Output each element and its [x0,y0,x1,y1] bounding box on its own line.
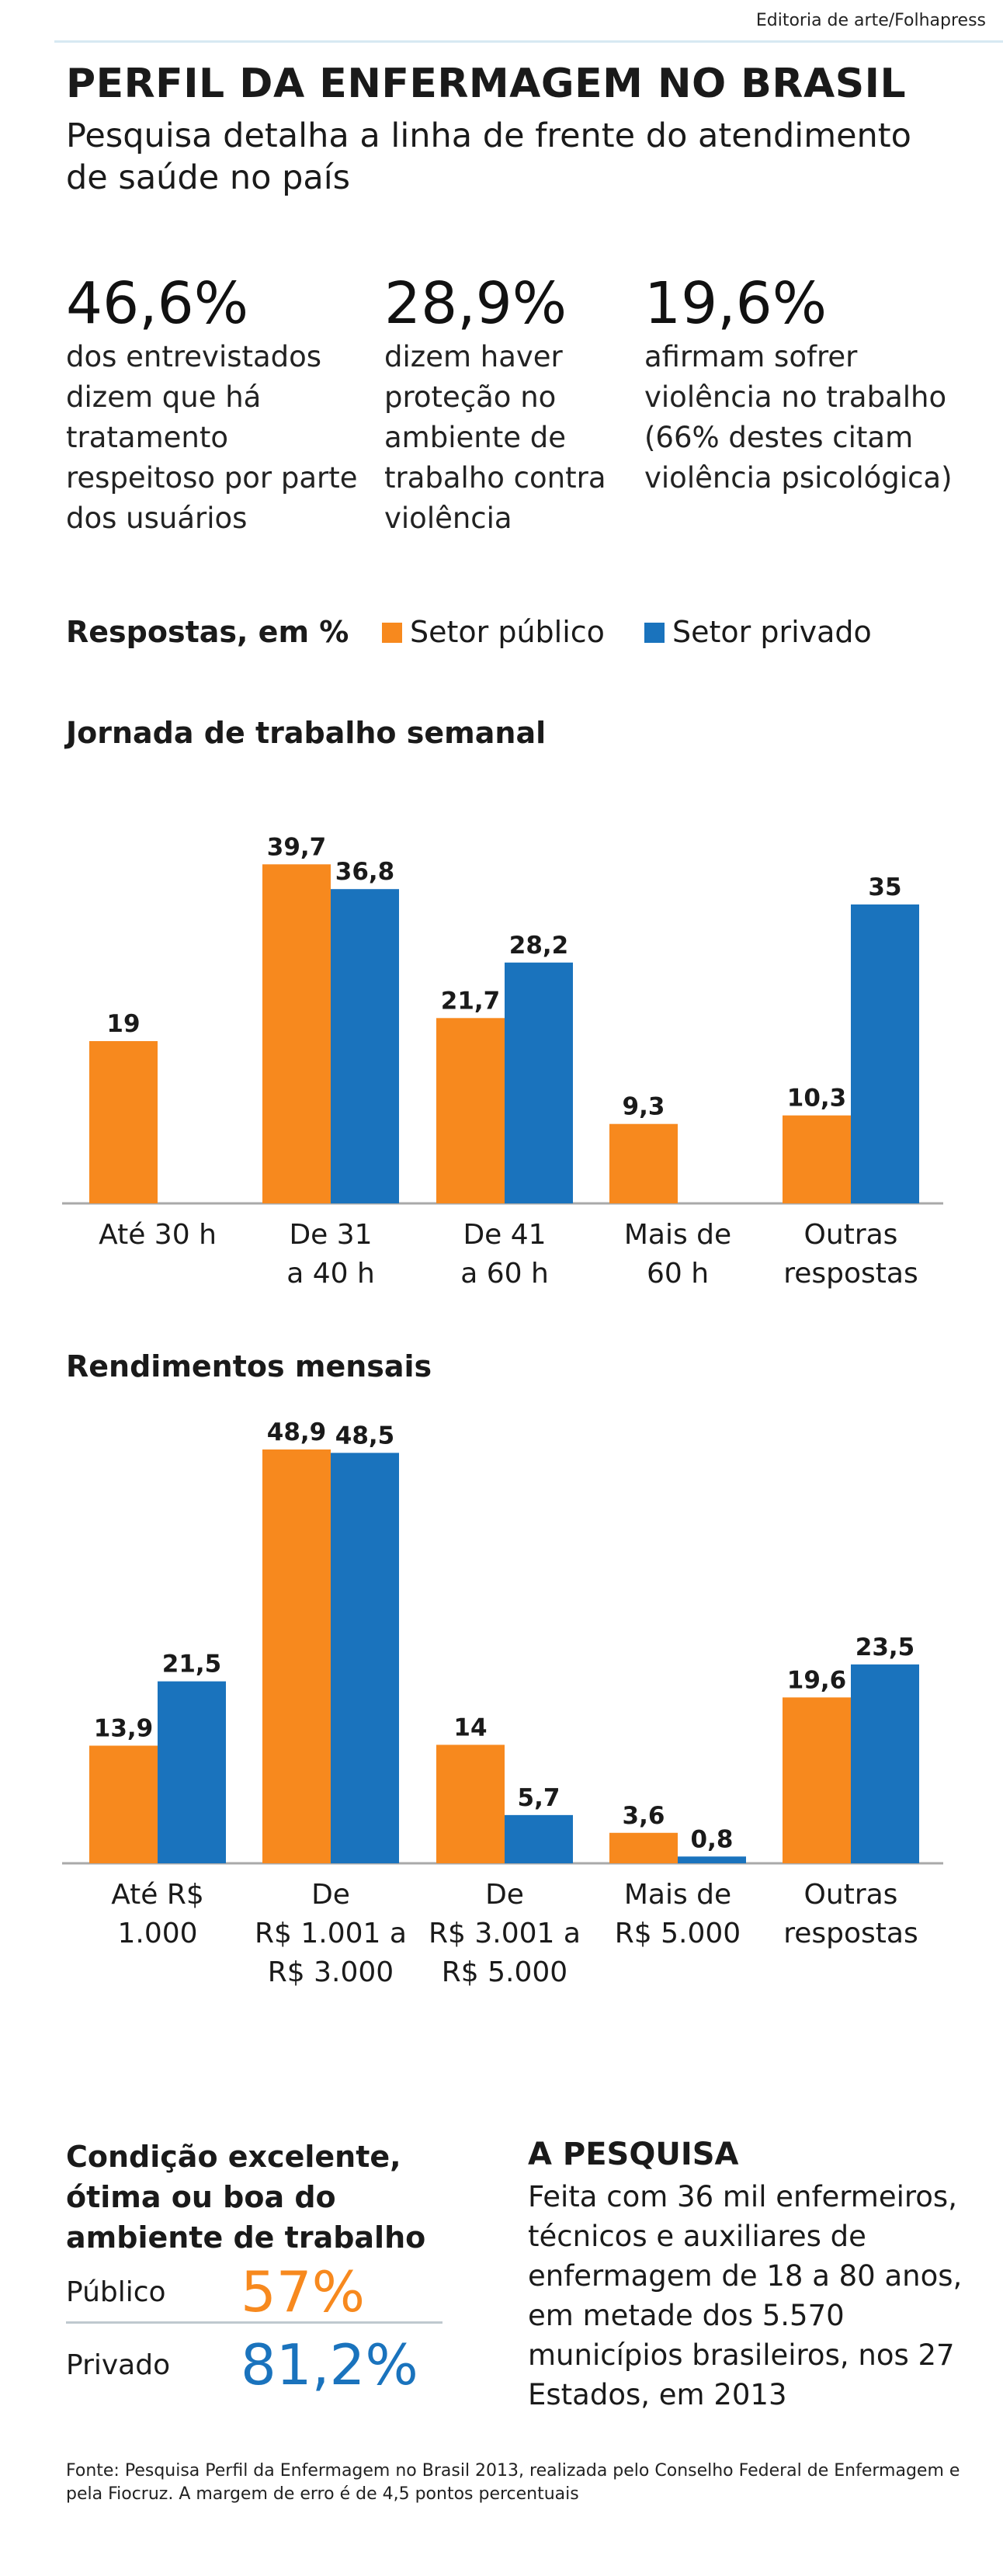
bar-privado [331,889,399,1203]
category-label: Outras [804,1879,898,1911]
category-label: Até 30 h [99,1219,217,1251]
condicao-privado-value: 81,2% [241,2332,418,2397]
category-label: a 40 h [286,1258,375,1290]
condicao-privado-label: Privado [66,2349,171,2381]
data-label: 5,7 [518,1784,560,1812]
condicao-divider [66,2321,442,2324]
data-label: 23,5 [856,1633,915,1661]
data-label: 35 [868,873,901,901]
condicao-title-line: ótima ou boa do [66,2180,336,2214]
data-label: 19 [106,1010,140,1038]
data-label: 21,7 [441,987,501,1015]
category-label: a 60 h [460,1258,549,1290]
category-label: respostas [783,1258,918,1290]
data-label: 14 [453,1713,487,1741]
stat-2-value: 28,9% [384,270,567,337]
category-label: R$ 3.000 [268,1956,394,1988]
category-label: Outras [804,1219,898,1251]
bar-publico [436,1018,505,1203]
data-label: 48,9 [267,1418,327,1446]
bar-publico [89,1745,158,1863]
stat-3-value: 19,6% [644,270,828,337]
condicao-title: Condição excelente, ótima ou boa do ambi… [66,2137,425,2258]
bar-publico [89,1041,158,1203]
chart-2-title: Rendimentos mensais [66,1349,432,1383]
category-label: De 41 [463,1219,546,1251]
bar-privado [158,1681,226,1863]
data-label: 48,5 [335,1422,395,1449]
legend-label: Respostas, em % [66,615,349,649]
bar-publico [783,1697,851,1863]
bar-publico [436,1745,505,1863]
bar-privado [505,1814,573,1863]
credit: Editoria de arte/Folhapress [755,11,986,30]
stat-3: 19,6% afirmam sofrer violência no trabal… [644,270,955,498]
bar-publico [262,864,331,1203]
category-label: R$ 3.001 a [429,1918,581,1949]
category-label: 1.000 [117,1918,197,1949]
bar-privado [678,1856,746,1863]
stat-1-text: dos entrevistados dizem que há tratament… [66,340,358,535]
page-title: PERFIL DA ENFERMAGEM NO BRASIL [66,61,907,107]
bar-publico [783,1115,851,1203]
condicao-publico-label: Público [66,2276,166,2308]
category-label: Mais de [624,1219,731,1251]
stat-1-value: 46,6% [66,270,249,337]
bar-publico [609,1123,678,1203]
pesquisa-title: A PESQUISA [528,2137,739,2172]
data-label: 21,5 [162,1651,222,1679]
category-label: 60 h [647,1258,709,1290]
data-label: 36,8 [335,858,395,886]
category-label: Mais de [624,1879,731,1911]
category-label: De 31 [289,1219,372,1251]
credit-divider [54,40,1003,43]
category-label: R$ 1.001 a [255,1918,407,1949]
bar-publico [609,1832,678,1863]
chart-rendimentos: 13,9 21,5 Até R$ 1.000 48,9 48,5 De R$ 1.001 a R… [62,1418,943,1988]
condicao-publico-value: 57% [241,2259,366,2324]
data-label: 3,6 [623,1802,665,1830]
legend-publico-label: Setor público [410,615,605,649]
condicao-title-line: ambiente de trabalho [66,2220,426,2255]
stat-2: 28,9% dizem haver proteção no ambiente d… [384,270,640,539]
chart-1-title: Jornada de trabalho semanal [66,716,547,750]
category-label: R$ 5.000 [442,1956,567,1988]
source-note: Fonte: Pesquisa Perfil da Enfermagem no … [66,2461,960,2504]
stat-1: 46,6% dos entrevistados dizem que há tra… [66,270,369,539]
bar-publico [262,1449,331,1863]
page-subtitle: Pesquisa detalha a linha de frente do at… [66,116,911,197]
category-label: respostas [783,1918,918,1949]
condicao-title-line: Condição excelente, [66,2140,401,2174]
stat-2-text: dizem haver proteção no ambiente de trab… [384,340,606,535]
bar-privado [851,904,919,1203]
data-label: 9,3 [623,1093,665,1121]
data-label: 0,8 [691,1825,734,1853]
category-label: R$ 5.000 [615,1918,741,1949]
bar-privado [331,1453,399,1863]
data-label: 10,3 [787,1085,847,1113]
chart-jornada: 19 Até 30 h 39,7 36,8 De 31 a 40 h 21,7 28,2 De … [62,833,943,1290]
data-label: 13,9 [94,1714,154,1742]
data-label: 28,2 [509,932,569,960]
legend-privado-swatch [644,623,665,643]
category-label: De [485,1879,524,1911]
legend-privado-label: Setor privado [672,615,872,649]
pesquisa-text: Feita com 36 mil enfermeiros, técnicos e… [528,2180,963,2411]
category-label: Até R$ [111,1879,204,1911]
legend-publico-swatch [382,623,402,643]
data-label: 19,6 [787,1666,847,1694]
stat-3-text: afirmam sofrer violência no trabalho (66… [644,340,953,495]
category-label: De [311,1879,350,1911]
data-label: 39,7 [267,833,327,861]
bar-privado [505,962,573,1203]
bar-privado [851,1664,919,1863]
